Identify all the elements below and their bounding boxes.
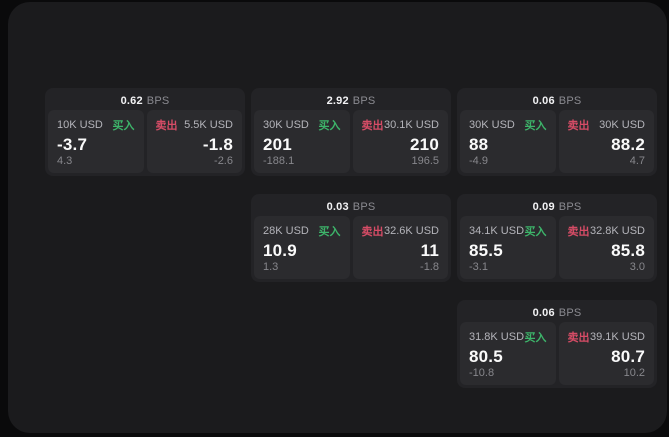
sell-tile[interactable]: 卖出 30.1K USD 210 196.5 bbox=[352, 110, 448, 173]
quote-card: 0.06 BPS 30K USD 买入 88 -4.9 卖出 30K USD bbox=[457, 88, 657, 176]
spread-header: 0.03 BPS bbox=[254, 197, 448, 216]
spread-unit: BPS bbox=[352, 201, 376, 213]
buy-tag: 买入 bbox=[524, 226, 547, 238]
sell-notional: 39.1K USD bbox=[589, 331, 645, 343]
sell-change: 4.7 bbox=[629, 155, 645, 167]
buy-tag: 买入 bbox=[318, 120, 341, 132]
sell-price: 85.8 bbox=[611, 241, 645, 260]
buy-tile[interactable]: 30K USD 买入 201 -188.1 bbox=[254, 110, 350, 173]
spread-value: 2.92 bbox=[326, 95, 349, 107]
spread-header: 0.06 BPS bbox=[460, 303, 654, 322]
sell-price: 11 bbox=[420, 241, 439, 260]
sell-notional: 5.5K USD bbox=[184, 119, 233, 131]
spread-unit: BPS bbox=[352, 95, 376, 107]
quote-card: 0.03 BPS 28K USD 买入 10.9 1.3 卖出 32.6K US… bbox=[251, 194, 451, 282]
buy-price: 201 bbox=[263, 135, 292, 154]
sell-tag: 卖出 bbox=[567, 120, 590, 132]
sell-price: 210 bbox=[410, 135, 439, 154]
buy-tile[interactable]: 28K USD 买入 10.9 1.3 bbox=[254, 216, 350, 279]
buy-tag: 买入 bbox=[112, 120, 135, 132]
spread-unit: BPS bbox=[146, 95, 170, 107]
spread-header: 0.06 BPS bbox=[460, 91, 654, 110]
sell-price: 88.2 bbox=[611, 135, 645, 154]
spread-unit: BPS bbox=[558, 307, 582, 319]
sell-notional: 30.1K USD bbox=[383, 119, 439, 131]
buy-change: -10.8 bbox=[469, 367, 495, 379]
sell-tag: 卖出 bbox=[567, 332, 590, 344]
quote-card: 0.09 BPS 34.1K USD 买入 85.5 -3.1 卖出 32.8K… bbox=[457, 194, 657, 282]
spread-header: 0.09 BPS bbox=[460, 197, 654, 216]
buy-price: 85.5 bbox=[469, 241, 503, 260]
buy-notional: 31.8K USD bbox=[469, 331, 525, 343]
spread-value: 0.09 bbox=[532, 201, 555, 213]
spread-value: 0.03 bbox=[326, 201, 349, 213]
sell-tag: 卖出 bbox=[567, 226, 590, 238]
sell-tag: 卖出 bbox=[361, 120, 384, 132]
quote-card: 2.92 BPS 30K USD 买入 201 -188.1 卖出 30.1K … bbox=[251, 88, 451, 176]
buy-tile[interactable]: 34.1K USD 买入 85.5 -3.1 bbox=[460, 216, 556, 279]
sell-change: 196.5 bbox=[411, 155, 439, 167]
sell-tag: 卖出 bbox=[361, 226, 384, 238]
main-panel: 0.62 BPS 10K USD 买入 -3.7 4.3 卖出 5.5K USD bbox=[8, 2, 667, 433]
spread-unit: BPS bbox=[558, 95, 582, 107]
sell-change: -1.8 bbox=[420, 261, 439, 273]
buy-notional: 10K USD bbox=[57, 119, 103, 131]
buy-tag: 买入 bbox=[524, 332, 547, 344]
sell-change: -2.6 bbox=[214, 155, 233, 167]
buy-price: 10.9 bbox=[263, 241, 297, 260]
buy-price: -3.7 bbox=[57, 135, 88, 154]
sell-price: 80.7 bbox=[611, 347, 645, 366]
spread-header: 2.92 BPS bbox=[254, 91, 448, 110]
sell-tile[interactable]: 卖出 5.5K USD -1.8 -2.6 bbox=[146, 110, 242, 173]
buy-change: 1.3 bbox=[263, 261, 279, 273]
buy-notional: 30K USD bbox=[263, 119, 309, 131]
sell-tag: 卖出 bbox=[155, 120, 178, 132]
sell-tile[interactable]: 卖出 30K USD 88.2 4.7 bbox=[558, 110, 654, 173]
buy-change: -188.1 bbox=[263, 155, 295, 167]
buy-notional: 28K USD bbox=[263, 225, 309, 237]
sell-change: 10.2 bbox=[623, 367, 645, 379]
quote-card: 0.06 BPS 31.8K USD 买入 80.5 -10.8 卖出 39.1… bbox=[457, 300, 657, 388]
spread-value: 0.06 bbox=[532, 307, 555, 319]
sell-tile[interactable]: 卖出 32.6K USD 11 -1.8 bbox=[352, 216, 448, 279]
spread-value: 0.06 bbox=[532, 95, 555, 107]
quote-card: 0.62 BPS 10K USD 买入 -3.7 4.3 卖出 5.5K USD bbox=[45, 88, 245, 176]
sell-notional: 30K USD bbox=[599, 119, 645, 131]
buy-notional: 30K USD bbox=[469, 119, 515, 131]
buy-change: -3.1 bbox=[469, 261, 488, 273]
buy-price: 80.5 bbox=[469, 347, 503, 366]
spread-header: 0.62 BPS bbox=[48, 91, 242, 110]
buy-tile[interactable]: 31.8K USD 买入 80.5 -10.8 bbox=[460, 322, 556, 385]
sell-tile[interactable]: 卖出 39.1K USD 80.7 10.2 bbox=[558, 322, 654, 385]
spread-value: 0.62 bbox=[120, 95, 143, 107]
buy-price: 88 bbox=[469, 135, 489, 154]
buy-notional: 34.1K USD bbox=[469, 225, 525, 237]
sell-notional: 32.8K USD bbox=[589, 225, 645, 237]
buy-tag: 买入 bbox=[524, 120, 547, 132]
sell-tile[interactable]: 卖出 32.8K USD 85.8 3.0 bbox=[558, 216, 654, 279]
buy-tag: 买入 bbox=[318, 226, 341, 238]
buy-tile[interactable]: 10K USD 买入 -3.7 4.3 bbox=[48, 110, 144, 173]
quote-card-grid: 0.62 BPS 10K USD 买入 -3.7 4.3 卖出 5.5K USD bbox=[45, 88, 657, 388]
buy-change: 4.3 bbox=[57, 155, 73, 167]
sell-price: -1.8 bbox=[202, 135, 233, 154]
spread-unit: BPS bbox=[558, 201, 582, 213]
sell-notional: 32.6K USD bbox=[383, 225, 439, 237]
sell-change: 3.0 bbox=[629, 261, 645, 273]
buy-change: -4.9 bbox=[469, 155, 488, 167]
buy-tile[interactable]: 30K USD 买入 88 -4.9 bbox=[460, 110, 556, 173]
